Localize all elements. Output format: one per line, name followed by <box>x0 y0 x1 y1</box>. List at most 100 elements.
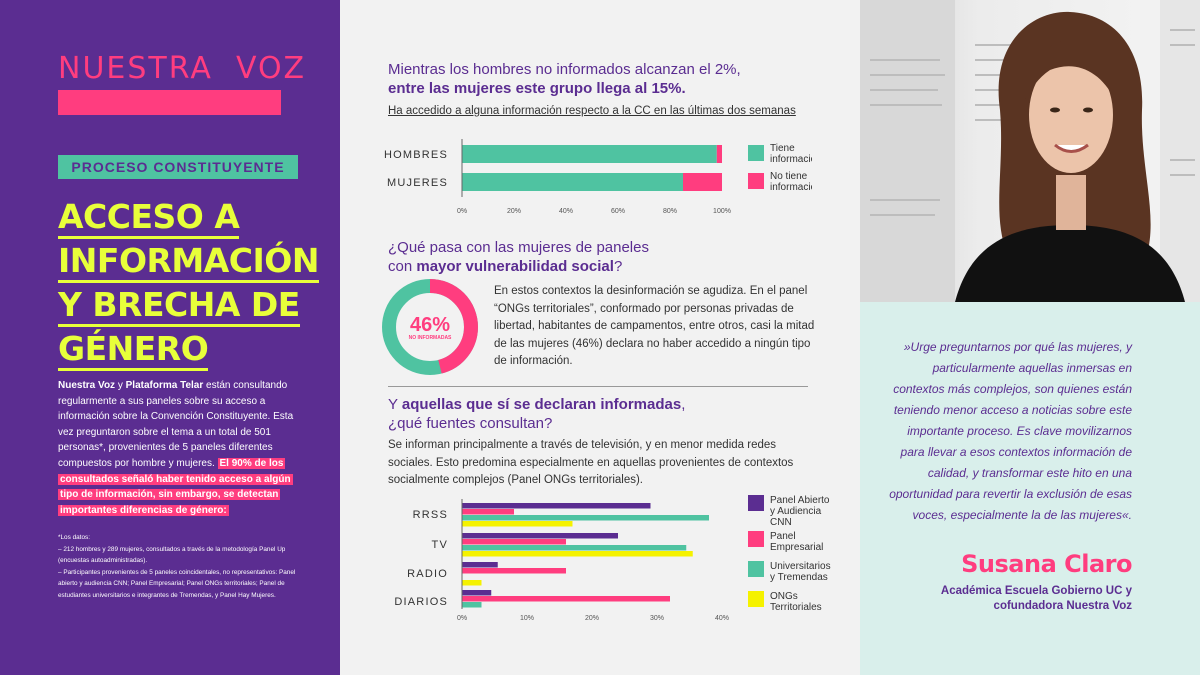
bar <box>462 602 482 608</box>
legend-label: ONGs Territoriales <box>770 591 822 613</box>
intro-text: Nuestra Voz y Plataforma Telar están con… <box>58 378 300 518</box>
background-doc-panel <box>860 0 955 302</box>
legend-label: Panel Empresarial <box>770 531 823 553</box>
section1-title: Mientras los hombres no informados alcan… <box>388 60 788 98</box>
quote-text: »Urge preguntarnos por qué las mujeres, … <box>889 340 1132 522</box>
legend-label: Universitarios y Tremendas <box>770 561 831 583</box>
legend-label: Tieneinformación <box>770 143 812 165</box>
hair-front <box>1025 39 1116 100</box>
section1-title-line2: entre las mujeres este grupo llega al 15… <box>388 80 686 97</box>
neck <box>1056 175 1086 230</box>
section3-title-line1c: , <box>681 396 686 413</box>
eye-left <box>1050 107 1060 113</box>
donut-value: 46% <box>410 314 450 336</box>
legend-swatch <box>748 531 764 547</box>
intro-brand-2: Plataforma Telar <box>125 380 204 391</box>
section2-title-emphasis: mayor vulnerabilidad social <box>416 258 614 275</box>
background-text-lines <box>870 29 1195 216</box>
x-tick-label: 40% <box>715 615 729 622</box>
intro-text-1: y <box>115 380 126 391</box>
torso-black-sweater <box>955 225 1185 302</box>
x-tick-label: 60% <box>611 208 625 215</box>
bar <box>462 580 482 586</box>
headline-line: ACCESO A <box>58 198 240 239</box>
category-label: RRSS <box>413 509 448 521</box>
bar <box>462 533 618 539</box>
x-tick-label: 0% <box>457 208 467 215</box>
section2-body: En estos contextos la desinformación se … <box>494 285 815 367</box>
section3-title: Y aquellas que sí se declaran informadas… <box>388 395 808 433</box>
left-panel: NUESTRA VOZ PROCESO CONSTITUYENTE ACCESO… <box>0 0 340 675</box>
chart1-subtitle: Ha accedido a alguna información respect… <box>388 105 796 117</box>
sources-chart: RRSS TV RADIO DIARIOS 0% 10% 20% 30% 40% Panel Ab… <box>394 495 831 622</box>
intro-text-2: están consultando regularmente a sus pan… <box>58 380 294 469</box>
logo-underline-bar <box>58 90 281 115</box>
bar <box>462 568 566 574</box>
legend-swatch <box>748 173 764 189</box>
x-tick-label: 40% <box>559 208 573 215</box>
eye-right <box>1083 107 1093 113</box>
legend-label: Panel Abierto y Audiencia CNN <box>770 495 830 528</box>
author-role-line1: Académica Escuela Gobierno UC y <box>940 585 1132 597</box>
x-tick-label: 20% <box>507 208 521 215</box>
section3-title-line2: ¿qué fuentes consultan? <box>388 415 553 432</box>
bar-segment <box>716 145 722 163</box>
category-label: MUJERES <box>387 177 448 189</box>
legend-swatch <box>748 145 764 161</box>
section3-title-line1a: Y <box>388 396 402 413</box>
quote-panel: »Urge preguntarnos por qué las mujeres, … <box>860 302 1200 675</box>
donut-arc <box>382 279 478 375</box>
quote-author: Susana Claro <box>961 550 1132 578</box>
section2-title: ¿Qué pasa con las mujeres de paneles con… <box>388 238 808 276</box>
section-divider <box>388 386 808 387</box>
smile <box>1054 143 1089 153</box>
portrait-illustration <box>860 0 1200 302</box>
bar <box>462 551 693 557</box>
face <box>1029 57 1113 173</box>
section2-title-line2a: con <box>388 258 417 275</box>
bar <box>462 539 566 545</box>
donut-sublabel: NO INFORMADAS <box>409 335 452 341</box>
section-badge: PROCESO CONSTITUYENTE <box>58 155 298 179</box>
headline-line: INFORMACIÓN <box>58 242 319 283</box>
x-tick-label: 20% <box>585 615 599 622</box>
category-label: TV <box>432 539 448 551</box>
note-line: – 212 hombres y 289 mujeres, consultados… <box>58 545 286 565</box>
headline: ACCESO A INFORMACIÓN Y BRECHA DE GÉNERO <box>58 198 319 374</box>
section3-body: Se informan principalmente a través de t… <box>388 439 794 486</box>
legend-swatch <box>748 561 764 577</box>
bar <box>462 515 709 521</box>
headline-line: GÉNERO <box>58 330 209 371</box>
category-label: DIARIOS <box>394 596 448 608</box>
category-label: RADIO <box>407 568 448 580</box>
author-role-line2: cofundadora Nuestra Voz <box>993 600 1132 612</box>
x-tick-label: 0% <box>457 615 467 622</box>
section2-title-line2c: ? <box>613 258 623 275</box>
note-line: *Los datos: <box>58 534 90 541</box>
category-label: HOMBRES <box>384 149 448 161</box>
x-tick-label: 10% <box>520 615 534 622</box>
access-chart: HOMBRES MUJERES 0% 20% 40% 60% 80% 100% Tiene inf… <box>384 139 812 215</box>
x-tick-label: 80% <box>663 208 677 215</box>
bar <box>462 590 492 596</box>
section2-title-line1: ¿Qué pasa con las mujeres de paneles <box>388 239 649 256</box>
bar <box>462 545 687 551</box>
legend-label: No tieneinformación <box>770 171 812 193</box>
bar <box>462 596 670 602</box>
brand-logo: NUESTRA VOZ <box>58 51 307 86</box>
note-line: – Participantes provenientes de 5 panele… <box>58 568 296 599</box>
x-tick-label: 100% <box>713 208 731 215</box>
author-role: Académica Escuela Gobierno UC y cofundad… <box>880 584 1132 614</box>
data-notes: *Los datos: – 212 hombres y 289 mujeres,… <box>58 532 300 601</box>
background-doc-panel <box>1160 0 1200 302</box>
bar-segment <box>462 173 683 191</box>
bar <box>462 503 651 509</box>
bar-segment <box>683 173 722 191</box>
middle-panel: Mientras los hombres no informados alcan… <box>340 0 860 675</box>
intro-brand-1: Nuestra Voz <box>58 380 116 391</box>
bar <box>462 562 498 568</box>
portrait-photo <box>860 0 1200 302</box>
legend-swatch <box>748 495 764 511</box>
bar <box>462 509 514 515</box>
donut-chart: 46% NO INFORMADAS <box>382 279 478 375</box>
